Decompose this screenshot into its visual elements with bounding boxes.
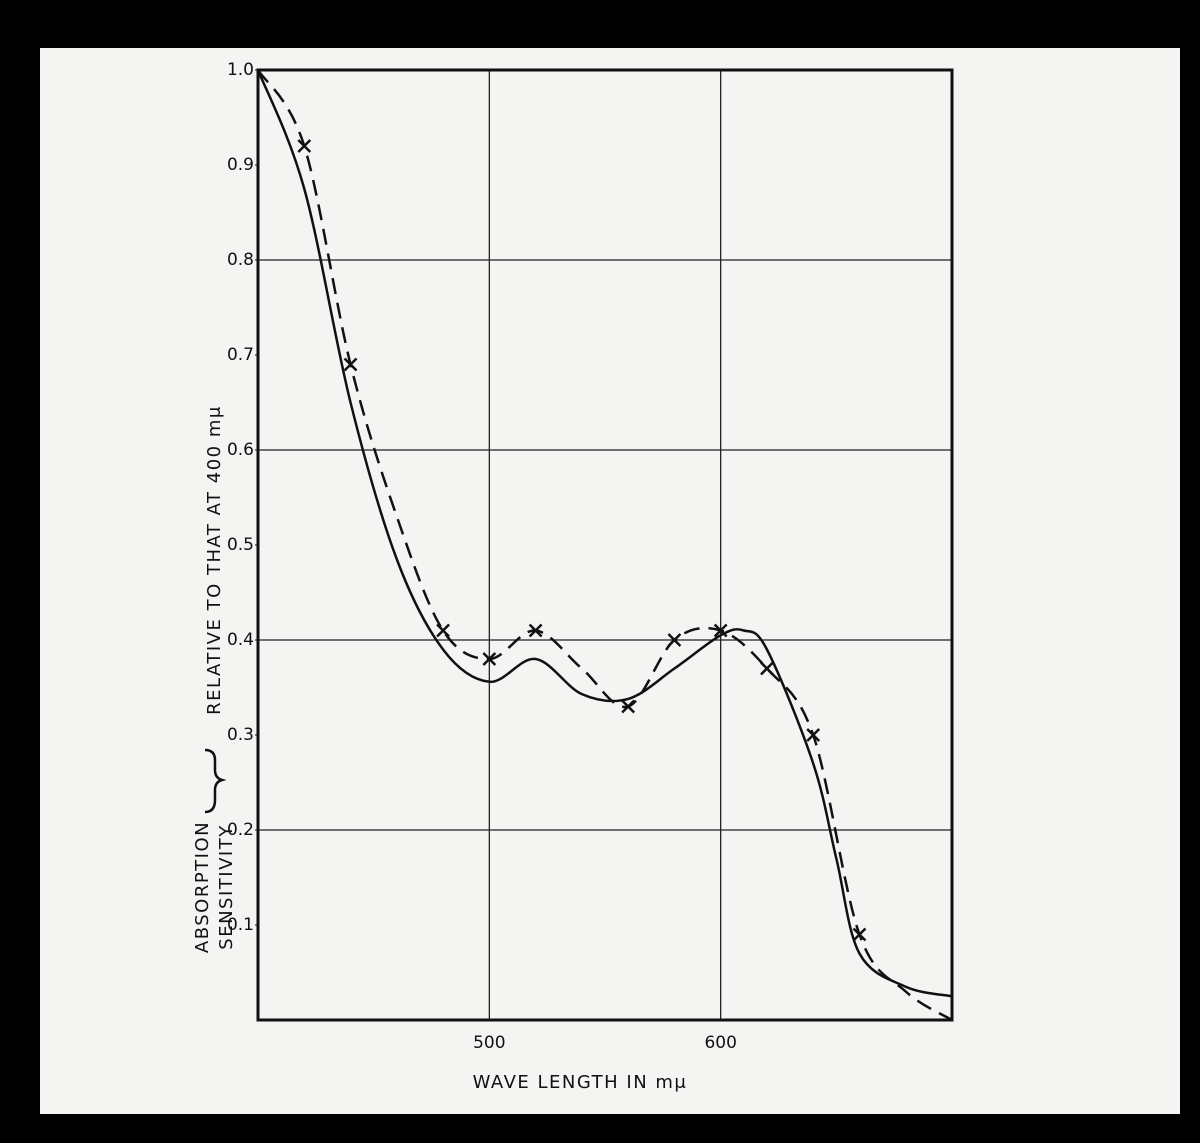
y-tick-label: 0.4 xyxy=(227,630,254,650)
y-axis-label: RELATIVE TO THAT AT 400 mμ xyxy=(204,405,225,715)
dashed-line xyxy=(256,69,953,1022)
x-axis-label: WAVE LENGTH IN mμ xyxy=(473,1072,688,1093)
x-marker xyxy=(852,927,867,942)
paper xyxy=(40,48,1180,1114)
x-tick-label: 600 xyxy=(704,1033,736,1053)
y-tick-label: 0.2 xyxy=(227,820,254,840)
y-tick-label: 0.9 xyxy=(227,155,254,175)
plot-frame xyxy=(256,68,954,1022)
x-marker xyxy=(806,728,821,742)
x-marker xyxy=(760,661,774,676)
brace xyxy=(204,748,227,814)
y-tick-label: 1.0 xyxy=(227,60,254,80)
y-tick-label: 0.5 xyxy=(227,535,254,555)
y-tick-label: 0.8 xyxy=(227,250,254,270)
x-marker xyxy=(297,139,312,153)
y-tick-label: 0.6 xyxy=(227,440,254,460)
solid-line xyxy=(256,69,953,998)
x-marker xyxy=(621,699,636,714)
x-marker xyxy=(528,623,543,638)
y-tick-label: 0.3 xyxy=(227,725,254,745)
y-axis-label-part: SENSITIVITY xyxy=(216,824,237,949)
x-marker xyxy=(482,652,497,666)
x-marker xyxy=(713,623,728,638)
x-marker xyxy=(436,623,450,638)
y-tick-label: 0.1 xyxy=(227,915,254,935)
y-axis-label-part: ABSORPTION xyxy=(192,821,213,953)
x-marker xyxy=(667,633,682,647)
y-tick-label: 0.7 xyxy=(227,345,254,365)
x-tick-label: 500 xyxy=(473,1033,505,1053)
x-marker xyxy=(343,357,358,372)
